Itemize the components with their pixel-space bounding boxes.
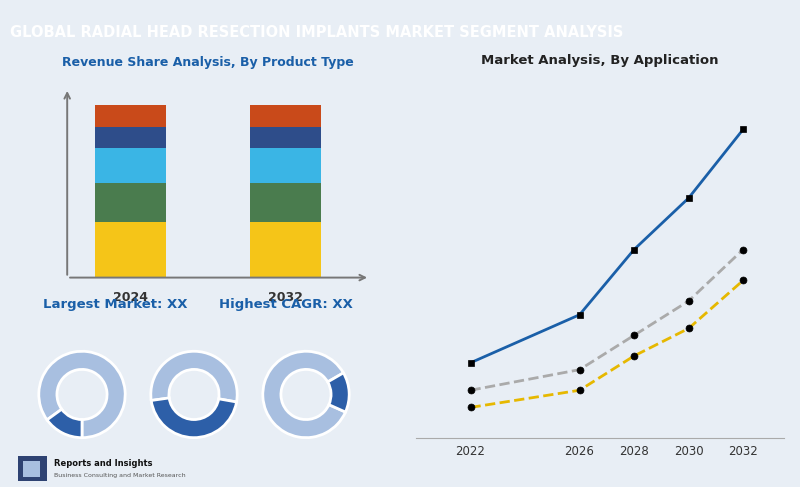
Bar <box>95 105 166 127</box>
Wedge shape <box>151 351 237 402</box>
Wedge shape <box>151 398 237 438</box>
Title: Revenue Share Analysis, By Product Type: Revenue Share Analysis, By Product Type <box>62 56 354 69</box>
Wedge shape <box>328 373 349 412</box>
Bar <box>18 456 47 481</box>
Bar <box>23 461 40 477</box>
Bar <box>95 149 166 183</box>
Text: GLOBAL RADIAL HEAD RESECTION IMPLANTS MARKET SEGMENT ANALYSIS: GLOBAL RADIAL HEAD RESECTION IMPLANTS MA… <box>10 25 623 40</box>
Bar <box>250 183 321 222</box>
Bar <box>95 183 166 222</box>
Bar <box>95 222 166 278</box>
Text: Largest Market: XX: Largest Market: XX <box>42 298 187 311</box>
Bar <box>250 149 321 183</box>
Bar <box>250 222 321 278</box>
Text: 2032: 2032 <box>268 291 303 303</box>
Text: 2024: 2024 <box>113 291 148 303</box>
Wedge shape <box>39 351 125 438</box>
Wedge shape <box>47 409 82 438</box>
Bar <box>95 127 166 149</box>
Text: Reports and Insights: Reports and Insights <box>54 459 153 468</box>
Bar <box>250 127 321 149</box>
Bar <box>250 105 321 127</box>
Title: Market Analysis, By Application: Market Analysis, By Application <box>482 54 718 67</box>
Text: Highest CAGR: XX: Highest CAGR: XX <box>218 298 353 311</box>
Wedge shape <box>263 351 346 438</box>
Text: Business Consulting and Market Research: Business Consulting and Market Research <box>54 473 186 478</box>
